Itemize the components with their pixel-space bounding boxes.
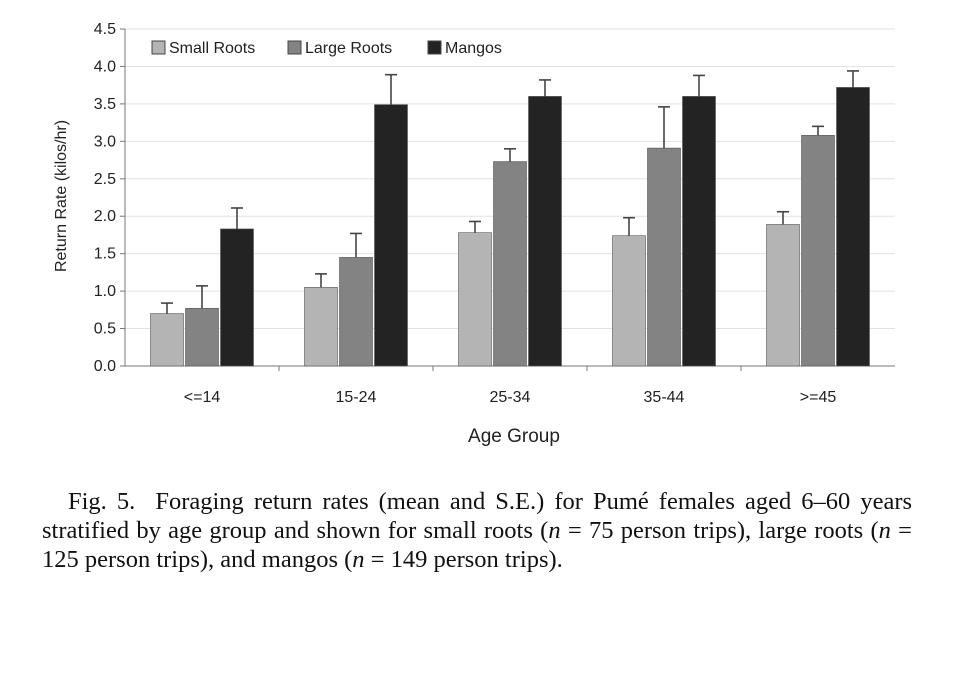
bar	[339, 257, 373, 367]
bar	[801, 135, 835, 367]
bar	[185, 308, 219, 367]
bar	[528, 96, 562, 367]
legend-label: Small Roots	[169, 40, 255, 57]
caption-n-symbol-3: n	[352, 546, 365, 573]
x-tick-label: >=45	[800, 389, 837, 406]
y-tick-label: 2.0	[94, 208, 116, 225]
caption-text-1: Foraging return rates (mean and S.E.) fo…	[42, 488, 913, 544]
caption-text-3: = 125 person trips), and mangos (	[42, 517, 912, 573]
x-tick-label: 35-44	[644, 389, 685, 406]
legend-swatch	[427, 40, 442, 55]
bar	[836, 87, 870, 367]
y-tick-label: 3.5	[94, 96, 116, 113]
bar	[612, 235, 646, 367]
axes: 0.0 0.5 1.0 1.5 2.0 2.5 3.0 3.5 4.0 4.5 <=14 15-24 2…	[94, 21, 895, 406]
x-tick-label: <=14	[184, 389, 221, 406]
y-tick-label: 4.5	[94, 21, 116, 38]
legend: Small Roots Large Roots Mangos	[151, 40, 502, 57]
bar	[458, 232, 492, 367]
bar	[682, 96, 716, 367]
caption-text-4: = 149 person trips).	[364, 546, 563, 573]
caption-n-symbol-2: n	[878, 517, 891, 544]
x-tick-label: 15-24	[336, 389, 377, 406]
bar-chart-container: 0.0 0.5 1.0 1.5 2.0 2.5 3.0 3.5 4.0 4.5 <=14 15-24 2…	[53, 21, 895, 447]
bar	[647, 147, 681, 367]
bar-chart: 0.0 0.5 1.0 1.5 2.0 2.5 3.0 3.5 4.0 4.5 <=14 15-24 2…	[53, 21, 895, 447]
legend-swatch	[287, 40, 302, 55]
legend-swatch	[151, 40, 166, 55]
y-tick-label: 1.5	[94, 246, 116, 263]
y-axis-title: Return Rate (kilos/hr)	[53, 120, 70, 272]
bars	[150, 87, 870, 367]
y-tick-label: 0.5	[94, 321, 116, 338]
y-tick-label: 0.0	[94, 358, 116, 375]
y-tick-label: 3.0	[94, 133, 116, 150]
bar	[150, 313, 184, 367]
y-tick-label: 4.0	[94, 58, 116, 75]
y-tick-label: 1.0	[94, 283, 116, 300]
caption-n-symbol-1: n	[548, 517, 561, 544]
bar	[220, 228, 254, 367]
figure-caption: Fig. 5. Foraging return rates (mean and …	[42, 487, 912, 574]
caption-text-2: = 75 person trips), large roots (	[560, 517, 879, 544]
bar	[493, 161, 527, 367]
legend-label: Large Roots	[305, 40, 392, 57]
y-tick-label: 2.5	[94, 171, 116, 188]
legend-label: Mangos	[445, 40, 502, 57]
x-axis-title: Age Group	[468, 426, 560, 447]
caption-fig-label: Fig. 5.	[68, 488, 136, 515]
x-tick-label: 25-34	[490, 389, 531, 406]
bar	[766, 224, 800, 367]
bar	[304, 287, 338, 367]
bar	[374, 104, 408, 367]
error-bars	[161, 70, 859, 314]
